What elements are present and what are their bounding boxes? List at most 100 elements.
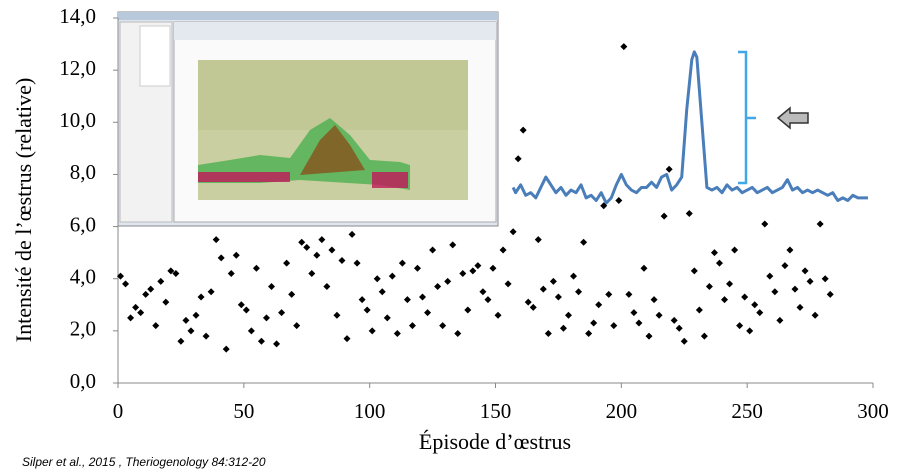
point [257,337,265,345]
point [167,267,175,275]
point [479,288,487,296]
point [242,306,250,314]
point [650,296,658,304]
point [690,267,698,275]
point [741,293,749,301]
point [595,301,603,309]
point [247,327,255,335]
point [549,277,557,285]
point [192,311,200,319]
point [655,311,663,319]
inset-screenshot [117,11,499,227]
point [434,283,442,291]
point [232,251,240,259]
point [293,322,301,330]
y-tick-label: 2,0 [70,317,96,341]
point [710,249,718,257]
point [459,270,467,277]
point [227,270,235,277]
point [152,322,160,330]
point [358,296,366,304]
point [328,246,336,254]
point [333,311,341,319]
point [353,259,361,267]
point [303,243,311,251]
point [484,296,492,304]
point [801,267,809,275]
point [509,228,517,236]
x-tick-label: 100 [354,399,386,423]
point [726,280,734,288]
point [645,332,653,340]
point [771,288,779,296]
point [736,322,744,330]
y-tick-label: 0,0 [70,369,96,393]
point [252,264,260,272]
point [182,316,190,324]
point [786,246,794,254]
x-axis-label: Épisode d’œstrus [419,429,571,454]
point [821,275,829,283]
point [625,290,633,298]
point [207,288,215,296]
point [554,293,562,301]
point [383,314,391,322]
point [610,322,618,330]
point [675,324,683,332]
point [187,327,195,335]
point [499,246,507,254]
point [660,212,668,220]
point [685,210,693,218]
point [197,293,205,301]
point [474,262,482,270]
point [811,311,819,319]
point [117,272,125,280]
y-tick-label: 6,0 [70,212,96,236]
point [529,303,537,311]
point [278,309,286,317]
point [147,285,155,293]
point [600,202,608,210]
point [363,306,371,314]
y-tick-label: 12,0 [59,56,96,80]
point [393,329,401,337]
point [378,288,386,296]
point [132,303,140,311]
point [172,270,180,277]
point [318,236,326,244]
point [429,246,437,254]
y-tick-label: 14,0 [59,4,96,28]
point [137,309,145,317]
point [570,272,578,280]
x-tick-label: 300 [857,399,889,423]
point [539,285,547,293]
point [544,329,552,337]
point [413,264,421,272]
point [665,165,673,173]
point [439,322,447,330]
point [419,293,427,301]
point [816,220,824,228]
point [464,306,472,314]
point [308,270,316,277]
point [630,309,638,317]
x-tick-label: 200 [606,399,638,423]
point [323,283,331,291]
point [766,272,774,280]
x-tick-label: 50 [233,399,254,423]
point [343,335,351,343]
point [635,319,643,327]
point [721,296,729,304]
point [564,311,572,319]
point [449,241,457,249]
y-tick-label: 8,0 [70,160,96,184]
point [776,316,784,324]
point [575,288,583,296]
point [524,298,532,306]
point [298,238,306,246]
point [514,155,522,163]
point [791,285,799,293]
point [122,280,130,288]
point [212,236,220,244]
point [398,259,406,267]
